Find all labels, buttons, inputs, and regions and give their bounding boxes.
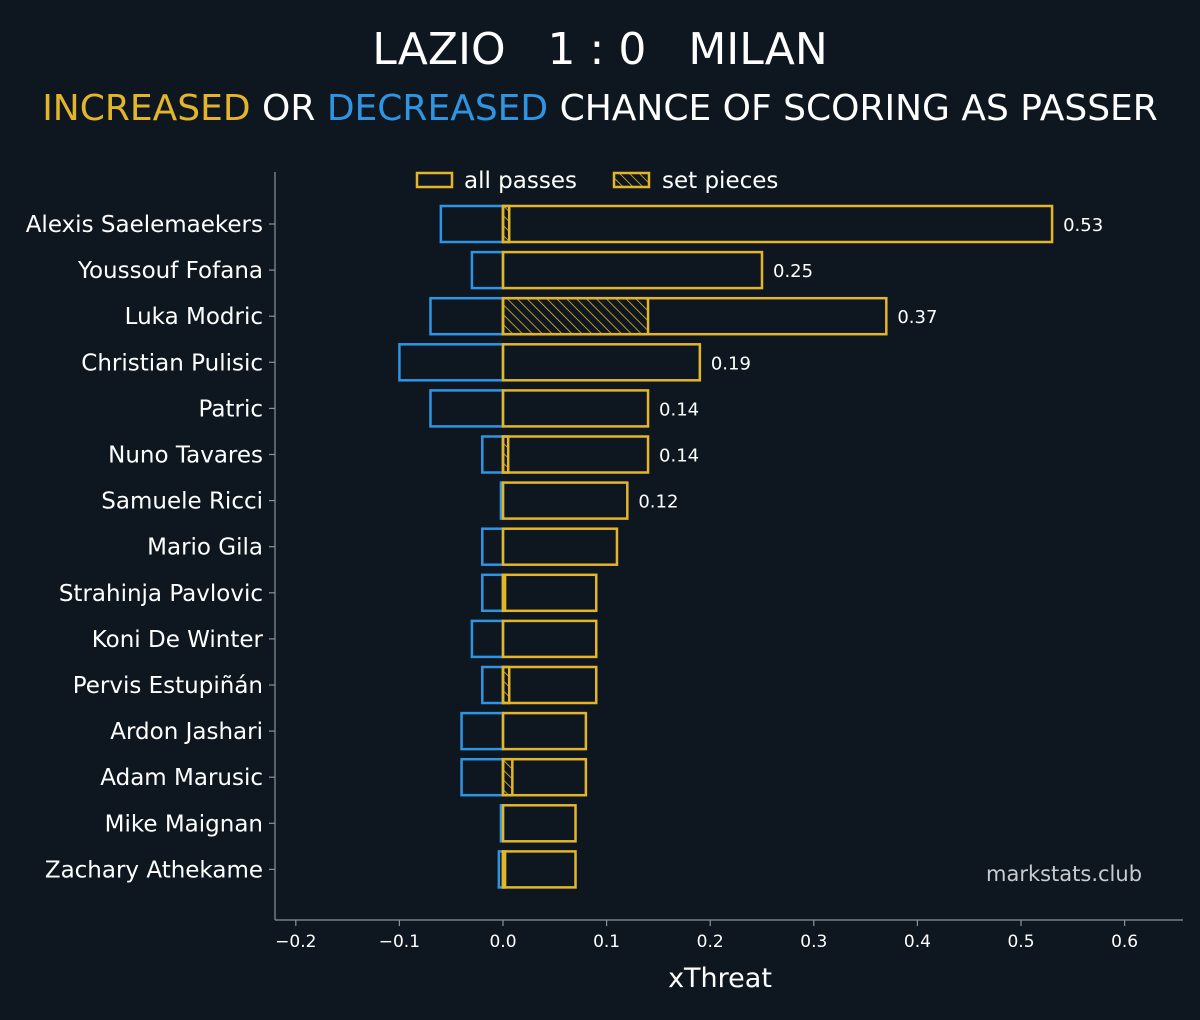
- legend-swatch-all-passes: [415, 171, 454, 189]
- bar-increased: [501, 665, 598, 705]
- bar-increased: [501, 757, 588, 797]
- score: 1 : 0: [547, 24, 647, 75]
- data-label: 0.14: [659, 446, 699, 467]
- bar-decreased: [429, 389, 505, 428]
- y-tick-label: Pervis Estupiñán: [73, 673, 263, 699]
- y-tick-label: Koni De Winter: [92, 627, 264, 653]
- y-tick-label: Christian Pulisic: [81, 350, 263, 376]
- x-tick-label: 0.6: [1111, 932, 1138, 952]
- y-tick-label: Ardon Jashari: [110, 719, 263, 745]
- y-tick-label: Youssouf Fofana: [77, 258, 263, 284]
- subtitle-rest: CHANCE OF SCORING AS PASSER: [548, 88, 1158, 129]
- legend-label-set-pieces: set pieces: [662, 168, 778, 194]
- data-label: 0.53: [1063, 215, 1103, 236]
- bar-increased: [501, 573, 598, 613]
- y-tick-label: Mike Maignan: [105, 811, 263, 837]
- subtitle-or: OR: [250, 88, 327, 129]
- bar-decreased: [460, 711, 505, 751]
- subtitle-decreased: DECREASED: [326, 88, 549, 129]
- bar-increased: [501, 296, 888, 336]
- y-tick-label: Strahinja Pavlovic: [59, 581, 263, 607]
- y-tick-label: Adam Marusic: [100, 765, 263, 791]
- legend-swatch-set-pieces: [612, 171, 651, 189]
- subtitle-increased: INCREASED: [42, 88, 251, 129]
- x-tick-label: 0.5: [1007, 932, 1034, 952]
- bar-set-pieces: [501, 296, 650, 336]
- y-tick-label: Nuno Tavares: [108, 443, 263, 469]
- y-tick-label: Samuele Ricci: [101, 489, 263, 515]
- y-tick-label: Zachary Athekame: [45, 857, 263, 883]
- bar-increased: [501, 850, 577, 889]
- bar-decreased: [470, 250, 505, 290]
- y-tick-label: Mario Gila: [147, 535, 263, 561]
- x-tick-label: 0.3: [800, 932, 827, 952]
- bar-increased: [501, 204, 1054, 244]
- chart-title: LAZIO 1 : 0 MILAN: [0, 24, 1200, 75]
- bar-decreased: [398, 343, 505, 382]
- x-axis-label: xThreat: [668, 963, 772, 994]
- bar-decreased: [481, 665, 505, 705]
- data-label: 0.25: [773, 261, 813, 282]
- data-label: 0.14: [659, 399, 699, 420]
- y-tick-label: Luka Modric: [125, 304, 263, 330]
- home-team: LAZIO: [372, 24, 506, 75]
- bar-increased: [501, 343, 702, 382]
- data-label: 0.19: [711, 353, 751, 374]
- watermark: markstats.club: [986, 862, 1143, 886]
- x-tick-label: 0.1: [593, 932, 620, 952]
- x-tick-label: 0.4: [904, 932, 931, 952]
- bar-decreased: [429, 296, 505, 336]
- bar-decreased: [470, 619, 505, 659]
- bar-decreased: [481, 527, 505, 566]
- bar-increased: [501, 711, 588, 751]
- x-tick-label: 0.0: [489, 932, 516, 952]
- x-tick-label: 0.2: [697, 932, 724, 952]
- bar-increased: [501, 619, 598, 659]
- y-tick-label: Patric: [199, 396, 263, 422]
- bar-decreased: [460, 757, 505, 797]
- data-label: 0.12: [638, 492, 678, 513]
- bar-increased: [501, 804, 577, 843]
- bar-increased: [501, 250, 764, 290]
- bar-decreased: [439, 204, 505, 244]
- y-tick-label: Alexis Saelemaekers: [26, 212, 263, 238]
- data-label: 0.37: [897, 307, 937, 328]
- chart-subtitle: INCREASED OR DECREASED CHANCE OF SCORING…: [0, 88, 1200, 129]
- bar-decreased: [481, 573, 505, 613]
- away-team: MILAN: [688, 24, 828, 75]
- bar-increased: [501, 435, 650, 474]
- bar-increased: [501, 527, 619, 566]
- bar-set-pieces: [501, 757, 514, 797]
- x-tick-label: −0.2: [275, 932, 316, 952]
- x-tick-label: −0.1: [379, 932, 420, 952]
- bar-decreased: [481, 435, 505, 474]
- bar-increased: [501, 481, 629, 520]
- legend-label-all-passes: all passes: [464, 168, 577, 194]
- bar-increased: [501, 389, 650, 428]
